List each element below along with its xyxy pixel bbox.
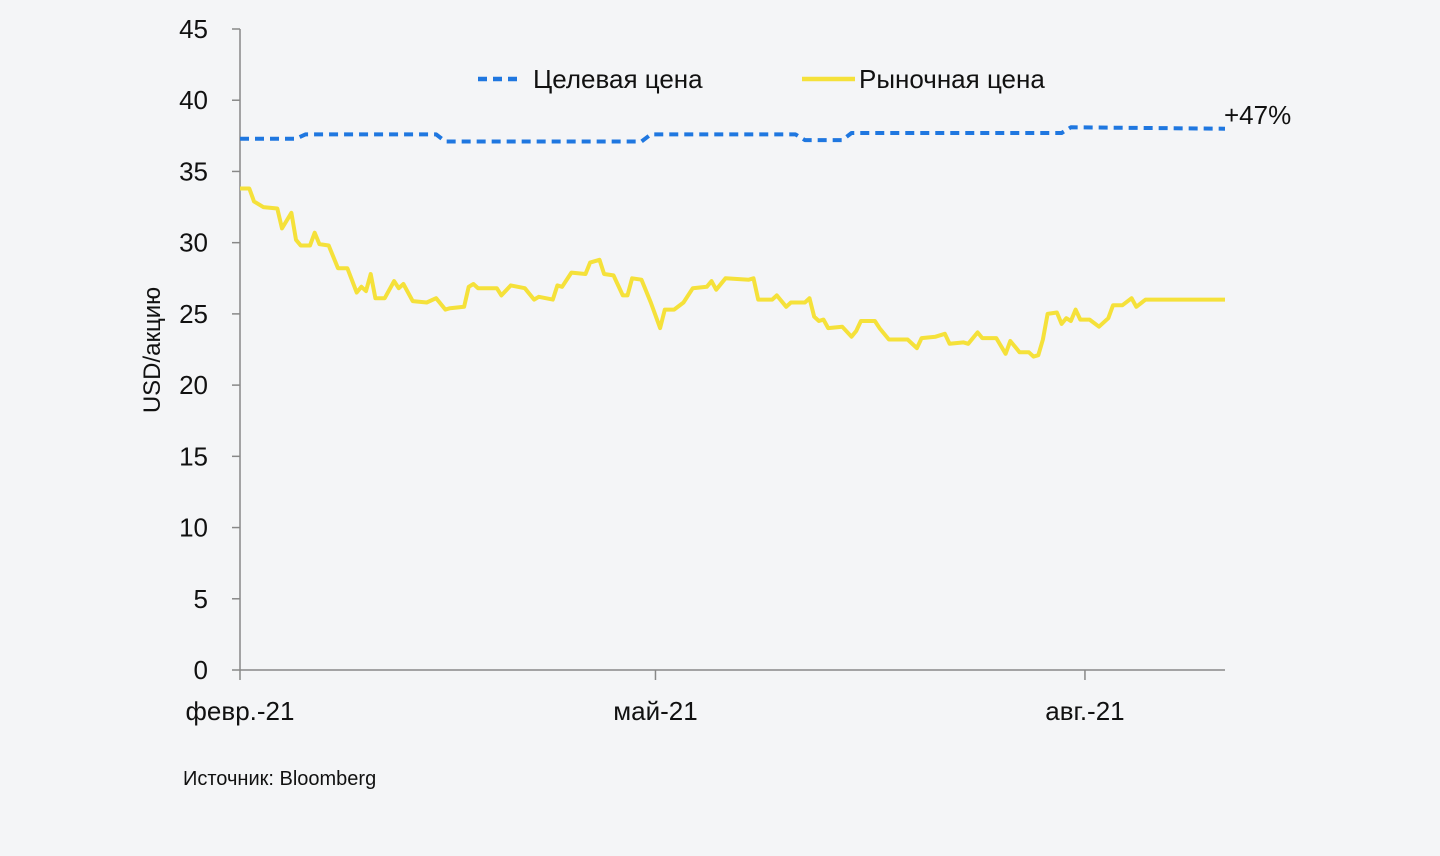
annotation-plus-47-percent: +47% [1224, 100, 1291, 130]
x-tick-label: авг.-21 [1045, 696, 1124, 726]
y-axis-ticks: 0 5 10 15 20 25 30 35 40 45 [179, 14, 240, 685]
y-tick-label: 20 [179, 370, 208, 400]
x-tick-label: февр.-21 [186, 696, 295, 726]
y-tick-label: 10 [179, 513, 208, 543]
legend-label-target-price: Целевая цена [533, 64, 703, 94]
y-tick-label: 5 [194, 584, 208, 614]
y-axis-title: USD/акцию [139, 287, 166, 413]
x-axis-ticks: февр.-21 май-21 авг.-21 [186, 670, 1125, 726]
y-tick-label: 30 [179, 228, 208, 258]
series-line-market-price [240, 186, 1225, 359]
y-tick-label: 25 [179, 299, 208, 329]
legend: Целевая цена Рыночная цена [478, 64, 1045, 94]
x-tick-label: май-21 [613, 696, 697, 726]
legend-label-market-price: Рыночная цена [859, 64, 1045, 94]
y-tick-label: 45 [179, 14, 208, 44]
y-tick-label: 0 [194, 655, 208, 685]
y-tick-label: 35 [179, 156, 208, 186]
y-tick-label: 15 [179, 441, 208, 471]
series-line-target-price [240, 125, 1226, 144]
series-layer [240, 125, 1226, 359]
y-tick-label: 40 [179, 85, 208, 115]
source-note: Источник: Bloomberg [183, 768, 377, 790]
